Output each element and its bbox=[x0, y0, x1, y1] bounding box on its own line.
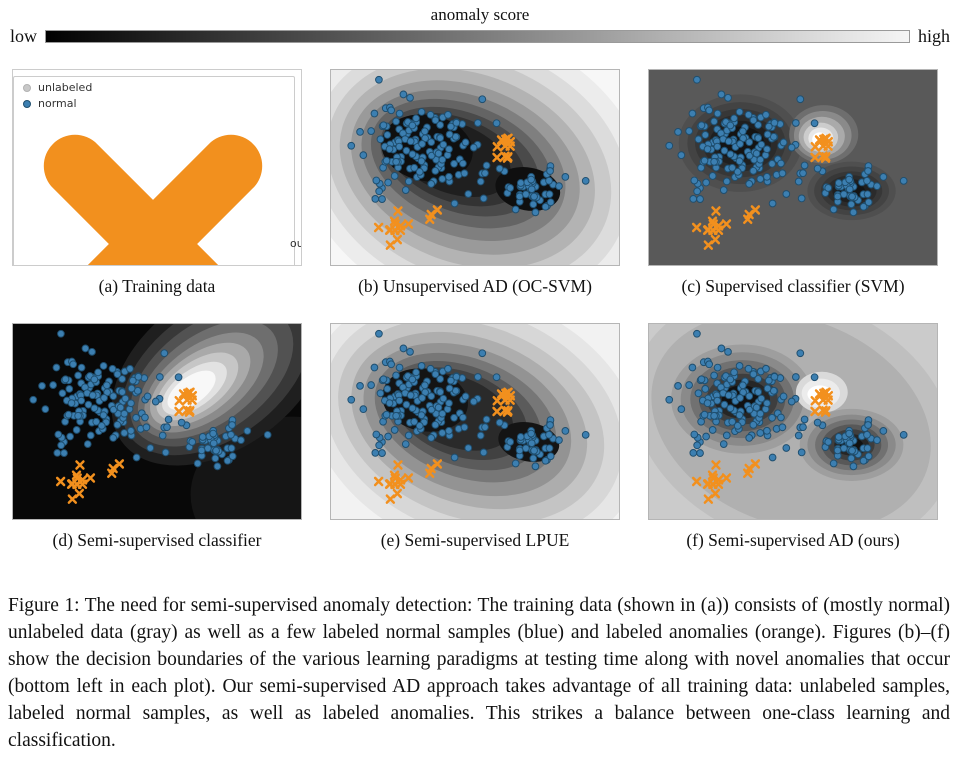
unlabeled-marker-icon bbox=[23, 84, 31, 92]
plot-canvas-c bbox=[649, 70, 937, 265]
panel-caption-f: (f) Semi-supervised AD (ours) bbox=[686, 530, 900, 550]
panel-f: (f) Semi-supervised AD (ours) bbox=[648, 323, 938, 577]
colorbar-high-label: high bbox=[917, 26, 950, 46]
plot-c bbox=[648, 69, 938, 266]
panel-d: (d) Semi-supervised classifier bbox=[12, 323, 302, 577]
legend-label: normal bbox=[38, 97, 77, 110]
plot-canvas-e bbox=[331, 324, 619, 519]
panel-c: (c) Supervised classifier (SVM) bbox=[648, 69, 938, 323]
plot-d bbox=[12, 323, 302, 520]
legend: unlabeled normal outlier bbox=[13, 76, 301, 265]
colorbar-gradient bbox=[45, 29, 910, 43]
plot-f bbox=[648, 323, 938, 520]
plot-a: unlabeled normal outlier bbox=[12, 69, 302, 266]
panel-caption-a: (a) Training data bbox=[98, 276, 216, 296]
panel-e: (e) Semi-supervised LPUE bbox=[330, 323, 620, 577]
figure-caption: Figure 1: The need for semi-supervised a… bbox=[8, 595, 950, 752]
legend-label: unlabeled bbox=[38, 81, 93, 94]
panel-caption-e: (e) Semi-supervised LPUE bbox=[380, 530, 570, 550]
legend-item-unlabeled: unlabeled bbox=[23, 82, 283, 94]
plot-e bbox=[330, 323, 620, 520]
normal-marker-icon bbox=[23, 100, 31, 108]
legend-item-normal: normal bbox=[23, 98, 283, 110]
plot-canvas-d bbox=[13, 324, 301, 519]
panel-caption-c: (c) Supervised classifier (SVM) bbox=[681, 276, 905, 296]
colorbar-row: low high bbox=[10, 27, 950, 45]
panel-b: (b) Unsupervised AD (OC-SVM) bbox=[330, 69, 620, 323]
plot-b bbox=[330, 69, 620, 266]
colorbar-block: anomaly score low high bbox=[0, 5, 960, 45]
plot-canvas-f bbox=[649, 324, 937, 519]
panel-grid: unlabeled normal outlier (a) Training da… bbox=[12, 69, 960, 577]
colorbar-low-label: low bbox=[10, 26, 37, 46]
colorbar-title: anomaly score bbox=[430, 5, 530, 24]
panel-caption-b: (b) Unsupervised AD (OC-SVM) bbox=[358, 276, 592, 296]
legend-item-outlier: outlier bbox=[23, 114, 301, 265]
panel-caption-d: (d) Semi-supervised classifier bbox=[52, 530, 262, 550]
legend-label: outlier bbox=[290, 237, 301, 250]
panel-a: unlabeled normal outlier (a) Training da… bbox=[12, 69, 302, 323]
outlier-marker-icon bbox=[43, 134, 263, 265]
plot-canvas-b bbox=[331, 70, 619, 265]
